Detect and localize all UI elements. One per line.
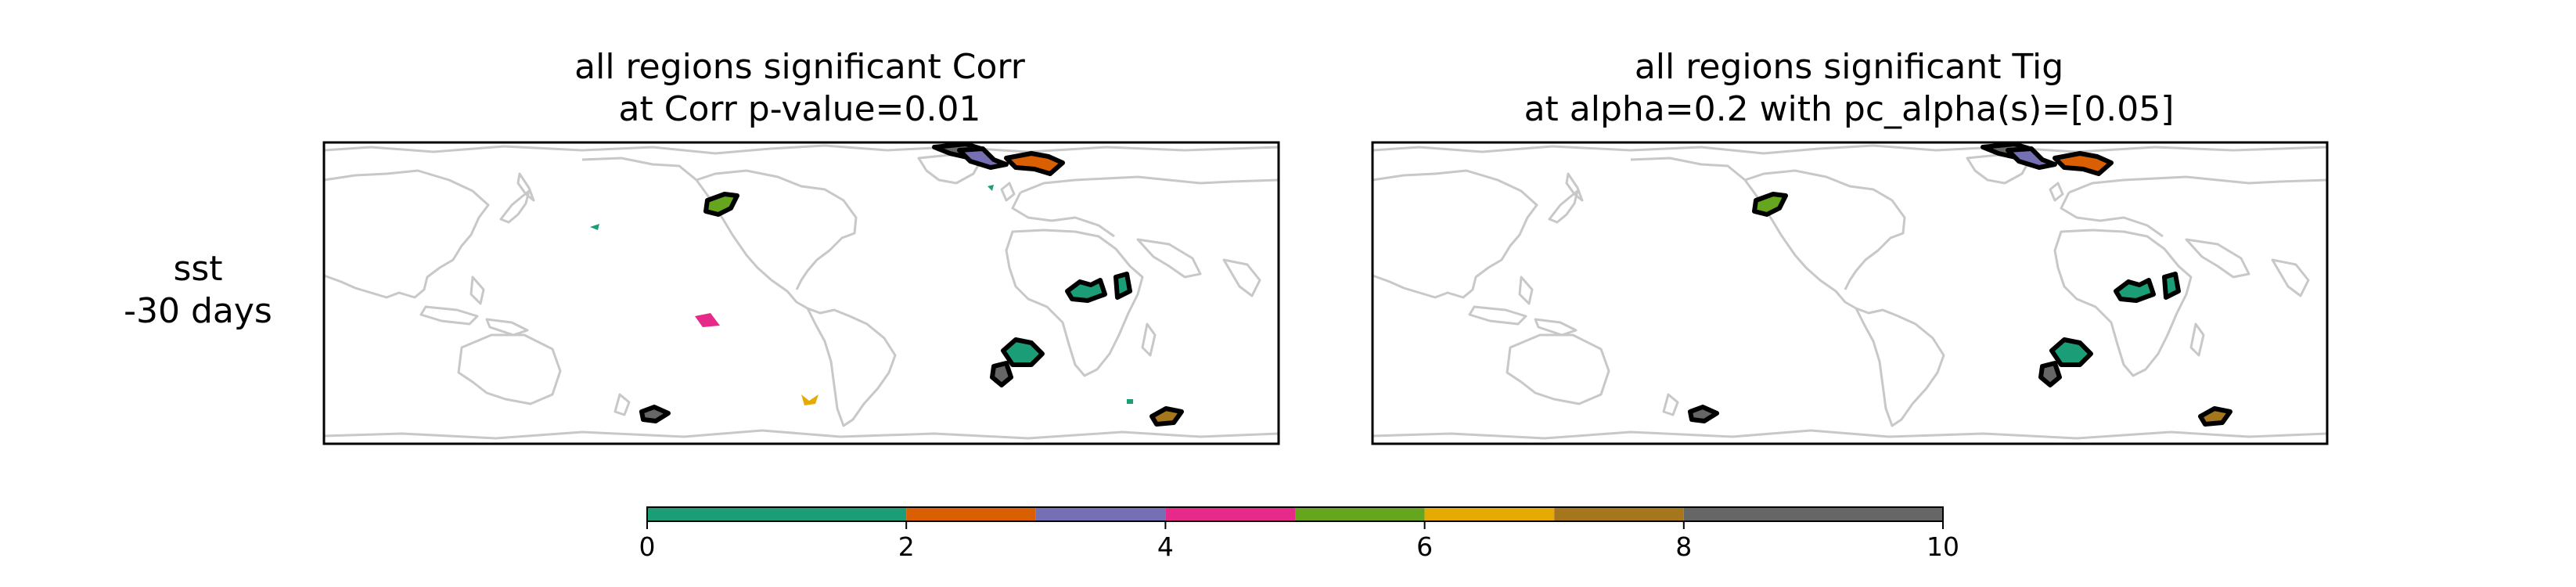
colorbar-bin-3	[1165, 507, 1295, 521]
region-north-atlantic-small-teal	[988, 185, 994, 191]
colorbar: 0 2 4 6 8 10	[639, 506, 1959, 562]
region-indian-ocean-brown	[2198, 406, 2232, 427]
region-south-pacific-gray	[639, 405, 671, 423]
panel-corr: all regions significant Corr at Corr p-v…	[322, 47, 1280, 445]
colorbar-tick-label-4: 8	[1675, 531, 1692, 562]
colorbar-bin-2	[1035, 507, 1166, 521]
region-south-pacific-yellow	[801, 394, 818, 405]
region-south-atlantic-gray	[2038, 361, 2062, 387]
colorbar-tick-label-1: 2	[898, 531, 915, 562]
row-label-variable: sst	[173, 249, 222, 289]
region-atlantic-teal-east	[2162, 272, 2181, 300]
panel-corr-title-line2: at Corr p-value=0.01	[619, 89, 981, 129]
colorbar-bin-4	[1295, 507, 1425, 521]
region-indian-ocean-brown	[1149, 406, 1184, 427]
colorbar-tick-label-0: 0	[639, 531, 656, 562]
region-south-atlantic-teal	[1001, 337, 1045, 367]
colorbar-ticks: 0 2 4 6 8 10	[639, 521, 1959, 562]
region-south-atlantic-teal	[2049, 337, 2093, 367]
colorbar-bin-6	[1554, 507, 1684, 521]
panel-corr-map	[322, 141, 1280, 445]
colorbar-bin-1	[906, 507, 1036, 521]
panel-tig: all regions significant Tig at alpha=0.2…	[1371, 47, 2329, 445]
region-west-pacific-teal	[590, 224, 599, 230]
region-south-pacific-gray	[1688, 405, 1719, 423]
colorbar-bin-7	[1683, 507, 1943, 521]
colorbar-bins	[647, 507, 1943, 521]
colorbar-tick-label-2: 4	[1157, 531, 1174, 562]
region-north-atlantic-orange	[1004, 151, 1065, 176]
region-north-atlantic-purple	[2006, 146, 2057, 170]
region-north-atlantic-purple	[957, 146, 1009, 170]
colorbar-bin-0	[647, 507, 907, 521]
colorbar-bin-5	[1424, 507, 1555, 521]
region-east-atlantic-small-teal	[1127, 399, 1133, 404]
region-atlantic-teal-east	[1114, 272, 1132, 300]
region-north-atlantic-orange	[2053, 151, 2114, 176]
colorbar-tick-label-5: 10	[1927, 531, 1959, 562]
region-atlantic-teal	[1065, 278, 1107, 303]
region-central-pacific-pink	[695, 313, 720, 327]
row-label-lag: -30 days	[124, 291, 272, 331]
region-north-pacific-green	[703, 192, 739, 217]
region-south-atlantic-gray	[990, 361, 1013, 387]
panel-tig-map	[1371, 141, 2329, 445]
colorbar-frame	[646, 506, 1944, 522]
panel-tig-title-line1: all regions significant Tig	[1635, 47, 2063, 87]
colorbar-tick-label-3: 6	[1416, 531, 1433, 562]
panel-corr-title-line1: all regions significant Corr	[574, 47, 1026, 87]
region-atlantic-teal	[2114, 278, 2156, 303]
region-north-pacific-green	[1752, 192, 1788, 217]
panel-tig-title-line2: at alpha=0.2 with pc_alpha(s)=[0.05]	[1524, 89, 2175, 129]
